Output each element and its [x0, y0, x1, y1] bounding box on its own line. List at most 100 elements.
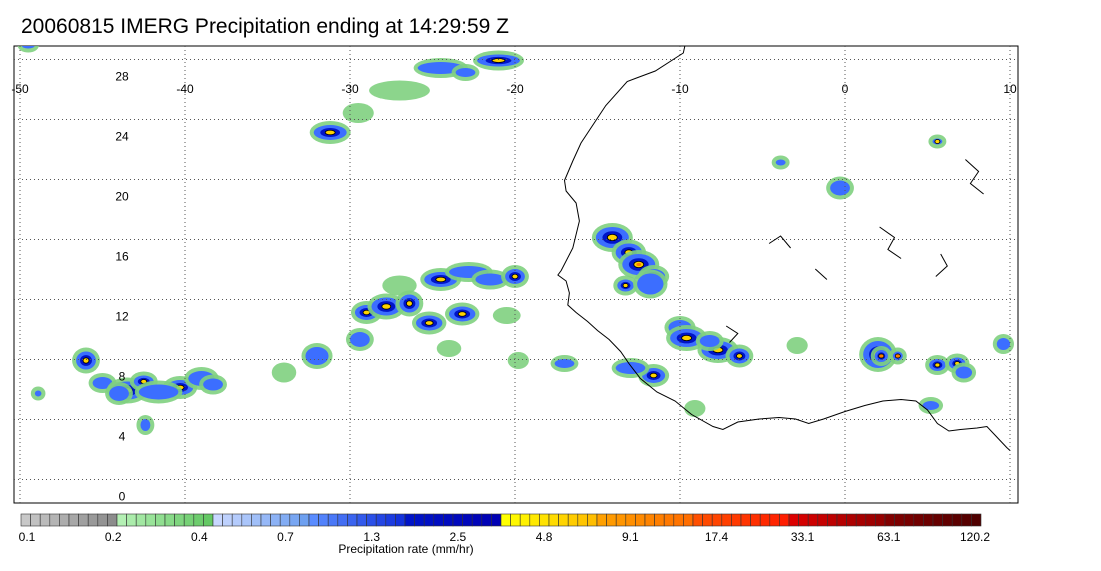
precip-moderate-area — [92, 377, 113, 389]
colorbar-swatch — [327, 513, 339, 527]
colorbar-swatch — [145, 513, 156, 527]
colorbar-swatch — [337, 513, 348, 527]
precip-cell — [695, 331, 724, 351]
precip-cell — [888, 347, 907, 365]
precip-cell — [346, 328, 374, 351]
colorbar-swatch — [759, 513, 771, 527]
precip-intense-core — [381, 303, 392, 310]
precip-intense-core — [406, 300, 413, 307]
precip-cell — [105, 382, 133, 405]
colorbar-swatch — [231, 513, 243, 527]
precip-intense-core — [435, 276, 447, 283]
colorbar-tick-labels: 0.1 0.2 0.4 0.7 1.3 2.5 4.8 9.1 17.4 33.1 63.1 120.… — [19, 530, 991, 544]
precip-moderate-area — [138, 384, 179, 400]
colorbar-swatch — [615, 513, 627, 527]
colorbar-swatch — [30, 513, 41, 527]
inland-water-outline — [935, 253, 948, 277]
colorbar-swatch — [452, 513, 463, 527]
precip-moderate-area — [455, 68, 476, 77]
colorbar-swatch — [519, 513, 531, 527]
precip-cell — [301, 343, 333, 369]
inland-water-outline — [814, 268, 828, 280]
precip-intense-core — [681, 334, 692, 342]
lon-tick-label: -10 — [671, 82, 689, 96]
lat-tick-label: 8 — [119, 370, 126, 384]
colorbar-swatch — [644, 513, 655, 527]
lat-tick-label: 28 — [115, 70, 129, 84]
colorbar-swatch — [366, 513, 377, 527]
colorbar-swatch — [587, 513, 598, 527]
colorbar-swatch — [49, 513, 60, 527]
colorbar-swatch — [270, 513, 281, 527]
colorbar-swatch — [20, 513, 31, 527]
colorbar-swatch — [635, 513, 646, 527]
precip-cell — [633, 269, 668, 299]
colorbar-swatch — [510, 513, 521, 527]
colorbar-swatch — [673, 513, 684, 527]
precip-cell — [309, 121, 351, 144]
colorbar-swatch — [951, 513, 963, 527]
precip-light-area — [17, 46, 39, 53]
colorbar-swatch — [404, 513, 415, 527]
precip-cell — [369, 80, 430, 101]
colorbar-swatch — [481, 513, 492, 527]
colorbar-swatch — [68, 513, 79, 527]
colorbar-swatch — [174, 513, 185, 527]
colorbar-tick-label: 9.1 — [622, 530, 639, 544]
precip-cell — [271, 362, 297, 383]
precip-light-area — [382, 275, 417, 296]
colorbar-swatch — [260, 513, 271, 527]
colorbar-swatch — [414, 513, 425, 527]
precip-moderate-area — [475, 273, 506, 286]
lat-tick-label: 0 — [119, 490, 126, 504]
precip-extreme-core — [879, 354, 884, 358]
precip-cell — [786, 337, 808, 354]
lon-tick-label: -20 — [506, 82, 524, 96]
colorbar-swatch — [39, 513, 51, 527]
colorbar-swatches — [20, 513, 982, 527]
colorbar-swatch — [798, 513, 809, 527]
colorbar-swatch — [529, 513, 540, 527]
precip-moderate-area — [350, 332, 370, 347]
precip-intense-core — [82, 357, 90, 364]
colorbar-swatch — [683, 513, 694, 527]
precip-moderate-area — [21, 46, 35, 49]
west-africa-coastline — [557, 46, 1011, 451]
precip-cell — [992, 334, 1015, 354]
colorbar-tick-label: 0.2 — [105, 530, 122, 544]
precip-cell — [367, 293, 406, 320]
precip-cell — [136, 415, 155, 435]
colorbar-swatch — [817, 513, 828, 527]
colorbar-swatch — [279, 513, 291, 527]
colorbar-swatch — [625, 513, 636, 527]
page-title: 20060815 IMERG Precipitation ending at 1… — [21, 15, 509, 38]
precip-moderate-area — [922, 401, 940, 410]
precip-moderate-area — [637, 273, 664, 295]
precip-cell — [826, 176, 854, 200]
precip-cell — [501, 265, 529, 288]
precip-cell — [951, 362, 977, 383]
precip-cell — [925, 355, 950, 375]
precipitation-layer — [17, 46, 1015, 435]
precip-light-area — [492, 307, 521, 324]
precip-light-area — [369, 80, 430, 101]
lat-tick-label: 20 — [115, 190, 129, 204]
colorbar-tick-label: 4.8 — [536, 530, 553, 544]
precip-intense-core — [491, 58, 506, 63]
colorbar-swatch — [164, 513, 175, 527]
precip-intense-core — [324, 129, 336, 136]
colorbar-swatch — [423, 513, 435, 527]
inland-water-outline — [768, 235, 791, 249]
colorbar-swatch — [443, 513, 454, 527]
colorbar-swatch — [471, 513, 483, 527]
colorbar-swatch — [654, 513, 665, 527]
precip-intense-core — [424, 320, 434, 326]
colorbar-swatch — [395, 513, 406, 527]
colorbar-swatch — [548, 513, 559, 527]
colorbar-swatch — [491, 513, 502, 527]
lat-tick-label: 4 — [119, 430, 126, 444]
colorbar-swatch — [740, 513, 751, 527]
precip-cell — [72, 347, 100, 374]
precip-cell — [918, 397, 944, 414]
